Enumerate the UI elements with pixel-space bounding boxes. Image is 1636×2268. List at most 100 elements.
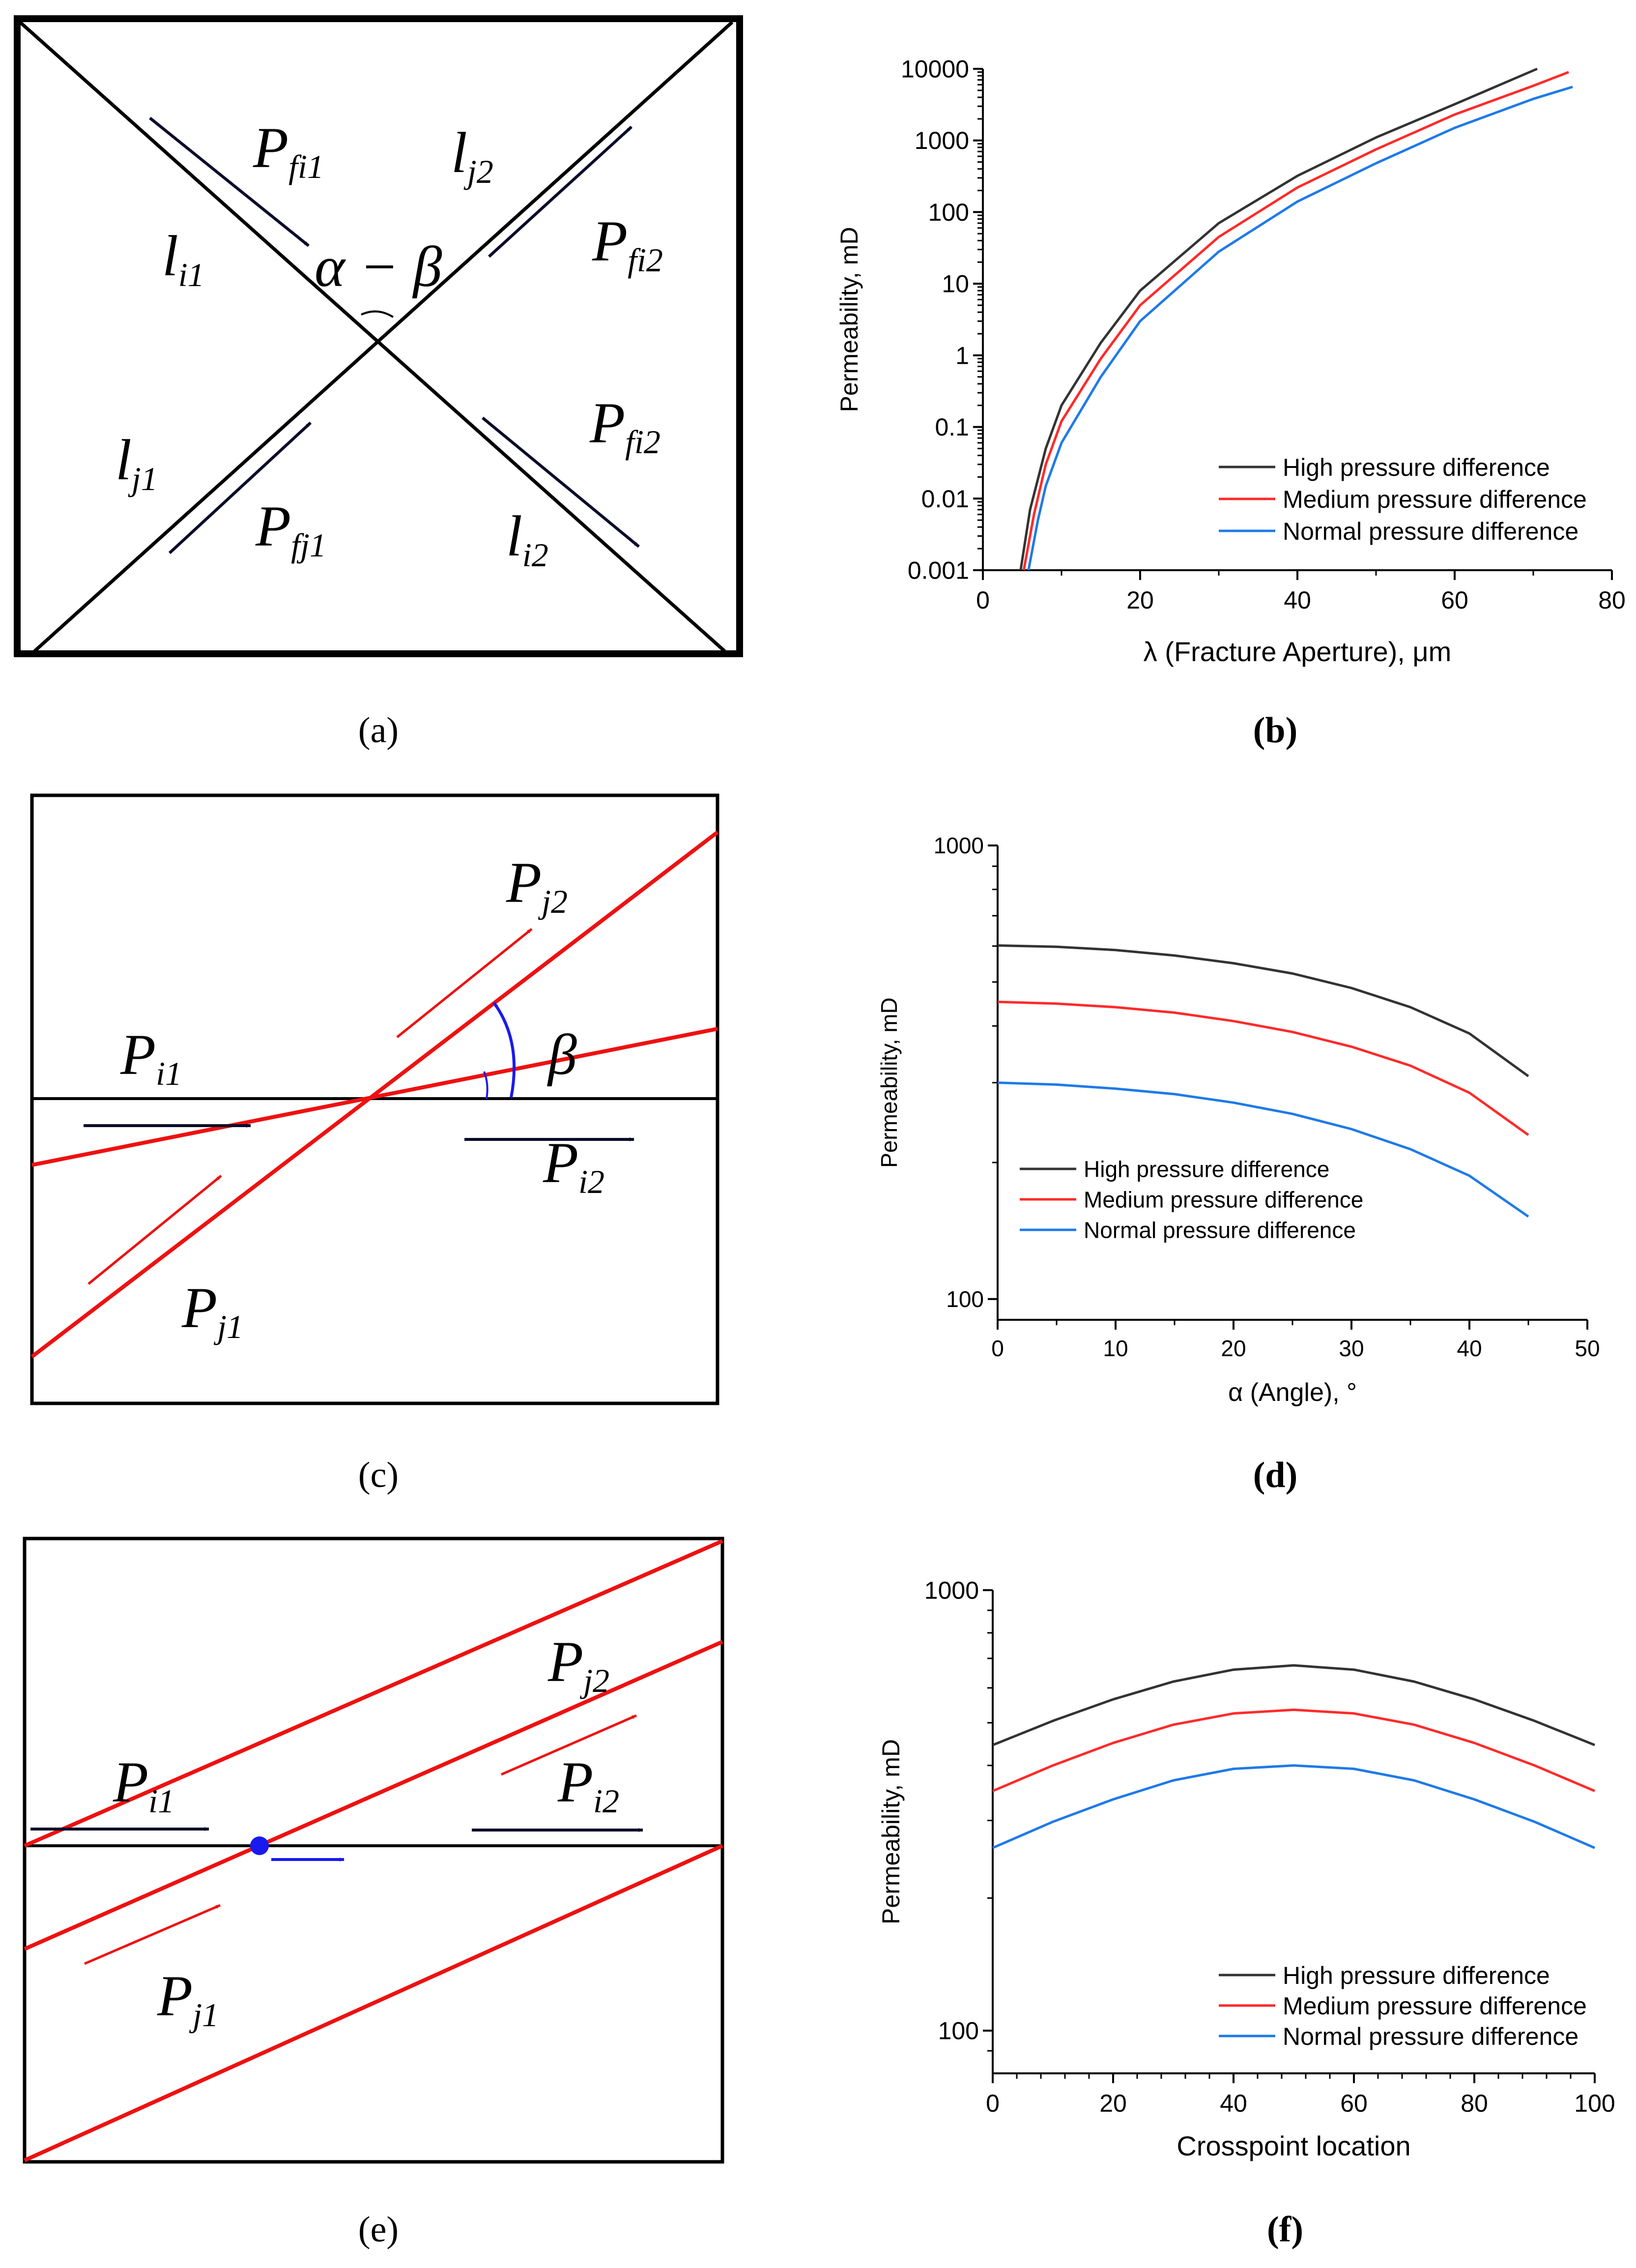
x-tick-label-b: 20 bbox=[1126, 586, 1154, 614]
series-line-f-normal bbox=[992, 1764, 1595, 1849]
diagram-a: Pfi1 lj2 li1 α − β Pfi2 Pfi2 lj1 Pfj1 li… bbox=[14, 15, 743, 657]
x-tick-label-d: 30 bbox=[1339, 1336, 1364, 1361]
x-tick-label-b: 80 bbox=[1598, 586, 1626, 614]
legend-label-b-high: High pressure difference bbox=[1283, 454, 1550, 481]
label-c-p-i2: Pi2 bbox=[543, 1131, 604, 1200]
legend-label-d-normal: Normal pressure difference bbox=[1084, 1218, 1356, 1243]
y-tick-label-d: 1000 bbox=[934, 833, 984, 858]
y-tick-label-f: 1000 bbox=[924, 1577, 979, 1604]
y-axis-title-f: Permeability, mD bbox=[877, 1739, 905, 1924]
chart-d: 0 10 20 30 40 50 100 1000 α (Angle), ° Permeabili… bbox=[876, 833, 1600, 1407]
diagram-c-fracture-j bbox=[30, 830, 719, 1359]
series-line-b-high bbox=[1019, 67, 1538, 571]
diagram-a-arrow-j1 bbox=[168, 421, 312, 554]
y-tick-label-b: 1 bbox=[955, 342, 969, 369]
y-tick-label-b: 1000 bbox=[915, 127, 969, 154]
diagram-e-frame bbox=[23, 1537, 724, 2164]
x-tick-label-f: 100 bbox=[1574, 2090, 1615, 2117]
label-l-j2: lj2 bbox=[451, 120, 493, 190]
label-p-fi1: Pfi1 bbox=[253, 116, 324, 185]
chart-f: 0 20 40 60 80 100 100 1000 Crosspoint location Pe… bbox=[877, 1577, 1615, 2162]
label-p-fj1: Pfj1 bbox=[255, 494, 326, 564]
x-tick-label-f: 80 bbox=[1461, 2090, 1488, 2117]
y-tick-label-f: 100 bbox=[938, 2017, 979, 2045]
diagram-c-beta-arc-small bbox=[483, 1071, 488, 1100]
y-axis-title-b: Permeability, mD bbox=[835, 227, 863, 412]
label-c-beta: β bbox=[547, 1022, 577, 1087]
label-e-p-i2: Pi2 bbox=[557, 1750, 619, 1820]
x-tick-label-d: 0 bbox=[991, 1336, 1004, 1361]
x-tick-label-d: 50 bbox=[1575, 1336, 1600, 1361]
y-tick-label-d: 100 bbox=[946, 1286, 984, 1312]
panel-label-b: (b) bbox=[1253, 710, 1297, 751]
panel-label-d: (d) bbox=[1253, 1455, 1297, 1495]
panel-label-e: (e) bbox=[358, 2210, 399, 2250]
label-l-j1: lj1 bbox=[115, 428, 158, 497]
x-axis-title-b: λ (Fracture Aperture), μm bbox=[1144, 636, 1452, 667]
diagram-e-arrow-j1 bbox=[84, 1904, 221, 1965]
legend-label-f-normal: Normal pressure difference bbox=[1283, 2023, 1579, 2050]
x-tick-label-d: 20 bbox=[1221, 1336, 1246, 1361]
chart-b: 0 20 40 60 80 0.001 0.01 0.1 1 10 100 1000 10000 λ (F… bbox=[835, 56, 1626, 668]
legend-label-f-medium: Medium pressure difference bbox=[1283, 1992, 1587, 2020]
diagram-a-fracture-i bbox=[16, 18, 726, 653]
diagram-e: Pj2 Pi1 Pi2 Pj1 bbox=[23, 1537, 724, 2164]
legend-label-f-high: High pressure difference bbox=[1283, 1962, 1550, 1989]
label-angle-alpha-beta: α − β bbox=[315, 234, 442, 299]
label-p-fi2-bottom: Pfi2 bbox=[589, 391, 660, 461]
legend-label-b-medium: Medium pressure difference bbox=[1283, 486, 1587, 513]
x-tick-label-d: 10 bbox=[1103, 1336, 1128, 1361]
label-e-p-j2: Pj2 bbox=[547, 1629, 609, 1699]
x-tick-label-f: 20 bbox=[1099, 2090, 1127, 2117]
x-axis-title-f: Crosspoint location bbox=[1177, 2130, 1410, 2161]
diagram-e-crosspoint bbox=[250, 1836, 269, 1855]
x-tick-label-f: 0 bbox=[986, 2090, 1000, 2117]
diagram-c: Pj2 Pi1 β Pi2 Pj1 bbox=[30, 793, 719, 1405]
label-c-p-j1: Pj1 bbox=[181, 1276, 243, 1345]
label-p-fi2-top: Pfi2 bbox=[592, 209, 663, 279]
y-tick-label-b: 10000 bbox=[901, 56, 969, 83]
y-tick-label-b: 0.001 bbox=[908, 557, 969, 584]
diagram-a-arrow-fi1 bbox=[149, 116, 310, 247]
series-line-f-high bbox=[992, 1664, 1595, 1746]
series-line-d-normal bbox=[997, 1081, 1529, 1218]
series-line-b-medium bbox=[1022, 71, 1569, 571]
diagram-e-fracture-lower bbox=[24, 1844, 723, 2162]
legend-label-b-normal: Normal pressure difference bbox=[1283, 518, 1579, 545]
panel-label-a: (a) bbox=[358, 710, 399, 751]
x-axis-title-d: α (Angle), ° bbox=[1228, 1378, 1357, 1407]
y-tick-label-b: 100 bbox=[928, 199, 969, 226]
diagram-e-fracture-middle bbox=[24, 1640, 723, 1951]
label-c-p-j2: Pj2 bbox=[506, 850, 568, 920]
diagram-c-arrow-j1 bbox=[87, 1175, 222, 1285]
x-tick-label-f: 40 bbox=[1220, 2090, 1247, 2117]
label-e-p-i1: Pi1 bbox=[113, 1750, 174, 1820]
x-tick-label-b: 0 bbox=[976, 586, 990, 614]
panel-label-c: (c) bbox=[358, 1455, 399, 1495]
label-l-i2: li2 bbox=[506, 504, 548, 574]
y-tick-label-b: 0.1 bbox=[935, 413, 969, 441]
x-tick-label-b: 40 bbox=[1284, 586, 1311, 614]
x-tick-label-d: 40 bbox=[1457, 1336, 1482, 1361]
diagram-c-arrow-j2 bbox=[396, 928, 533, 1038]
y-tick-label-b: 10 bbox=[942, 270, 969, 298]
diagram-a-arrow-j2 bbox=[488, 125, 633, 258]
x-tick-label-b: 60 bbox=[1441, 586, 1468, 614]
diagram-a-frame bbox=[14, 15, 743, 657]
series-line-d-high bbox=[997, 944, 1529, 1077]
diagram-a-fracture-j bbox=[33, 21, 734, 653]
series-line-f-medium bbox=[992, 1708, 1595, 1792]
legend-label-d-medium: Medium pressure difference bbox=[1084, 1187, 1363, 1213]
diagram-a-arrow-i2 bbox=[482, 416, 640, 548]
label-e-p-j1: Pj1 bbox=[157, 1964, 219, 2034]
legend-label-d-high: High pressure difference bbox=[1084, 1157, 1329, 1182]
x-tick-label-f: 60 bbox=[1340, 2090, 1368, 2117]
y-tick-label-b: 0.01 bbox=[921, 485, 969, 513]
panel-label-f: (f) bbox=[1267, 2210, 1303, 2250]
label-l-i1: li1 bbox=[162, 224, 204, 293]
label-c-p-i1: Pi1 bbox=[120, 1022, 182, 1092]
diagram-c-beta-arc bbox=[492, 1002, 516, 1098]
diagram-a-angle-arc bbox=[361, 310, 394, 318]
series-line-b-normal bbox=[1027, 86, 1573, 571]
